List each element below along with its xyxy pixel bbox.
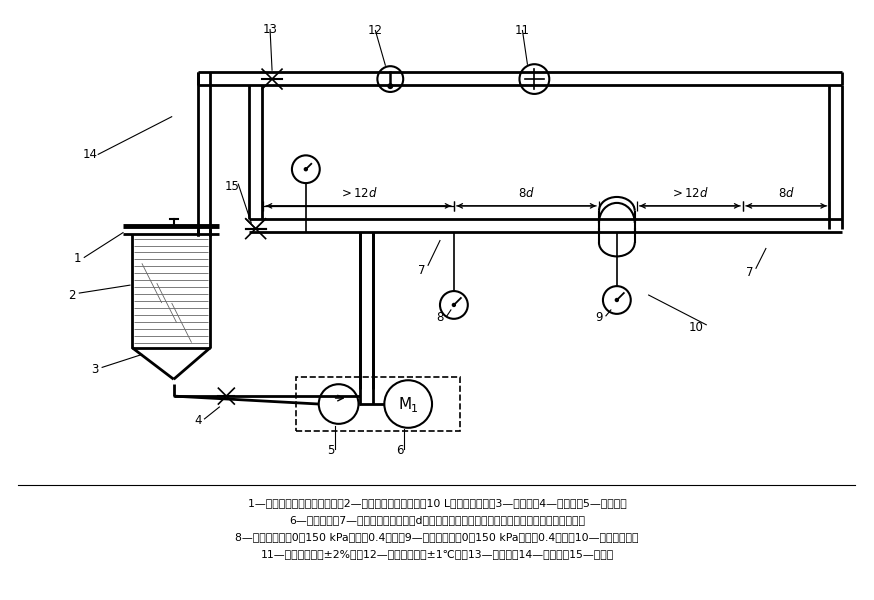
Text: 11—流量计（精度±2%）；12—温度计（精度±1℃）；13—调节鄀；14—回油管；15—旁通管: 11—流量计（精度±2%）；12—温度计（精度±1℃）；13—调节鄀；14—回油… xyxy=(260,548,614,559)
Circle shape xyxy=(453,304,455,307)
Text: 8: 8 xyxy=(436,311,444,325)
Text: 15: 15 xyxy=(225,179,239,193)
Circle shape xyxy=(385,380,432,428)
Text: 14: 14 xyxy=(83,148,98,161)
Text: $>12d$: $>12d$ xyxy=(670,186,710,200)
Circle shape xyxy=(378,66,403,92)
Text: 3: 3 xyxy=(92,363,99,376)
Text: 4: 4 xyxy=(195,415,202,427)
Circle shape xyxy=(292,155,320,183)
Text: 6: 6 xyxy=(397,444,404,457)
Text: $>12d$: $>12d$ xyxy=(339,186,378,200)
Text: 2: 2 xyxy=(68,289,76,302)
Text: 9: 9 xyxy=(595,311,603,325)
Text: $8d$: $8d$ xyxy=(518,186,535,200)
Text: 13: 13 xyxy=(262,23,278,36)
Text: $8d$: $8d$ xyxy=(778,186,794,200)
Text: 7: 7 xyxy=(746,266,753,279)
Text: 11: 11 xyxy=(515,24,530,37)
Text: 7: 7 xyxy=(419,264,426,277)
Text: 6—变速电机；7—滤清器连接管（内径d与滤清器相应的进出口孔径相同，直管长度如图所示）；: 6—变速电机；7—滤清器连接管（内径d与滤清器相应的进出口孔径相同，直管长度如图… xyxy=(289,515,585,525)
Text: 1: 1 xyxy=(411,404,418,414)
Text: 1—试验油筱盖，上有通气孔；2—试验油筱（容量不小于10 L，带翻边盖）；3—吸油管；4—旁通阀；5—叶片泵；: 1—试验油筱盖，上有通气孔；2—试验油筱（容量不小于10 L，带翻边盖）；3—吸… xyxy=(247,498,627,508)
Circle shape xyxy=(603,286,631,314)
Text: 5: 5 xyxy=(327,444,335,457)
Polygon shape xyxy=(246,219,256,229)
Circle shape xyxy=(387,83,393,89)
Circle shape xyxy=(319,384,358,424)
Circle shape xyxy=(304,168,308,171)
Circle shape xyxy=(519,64,549,94)
Text: 1: 1 xyxy=(73,252,81,265)
Polygon shape xyxy=(256,219,266,229)
Text: 10: 10 xyxy=(689,321,704,334)
Circle shape xyxy=(615,299,618,301)
Circle shape xyxy=(440,291,468,319)
Text: 8—压力表（量程0～150 kPa，精度0.4级）；9—差压计（量程0～150 kPa，精度0.4级）；10—被试滤清器；: 8—压力表（量程0～150 kPa，精度0.4级）；9—差压计（量程0～150 … xyxy=(235,532,639,542)
Text: 12: 12 xyxy=(368,24,383,37)
Text: M: M xyxy=(399,397,412,412)
Bar xyxy=(296,377,460,431)
